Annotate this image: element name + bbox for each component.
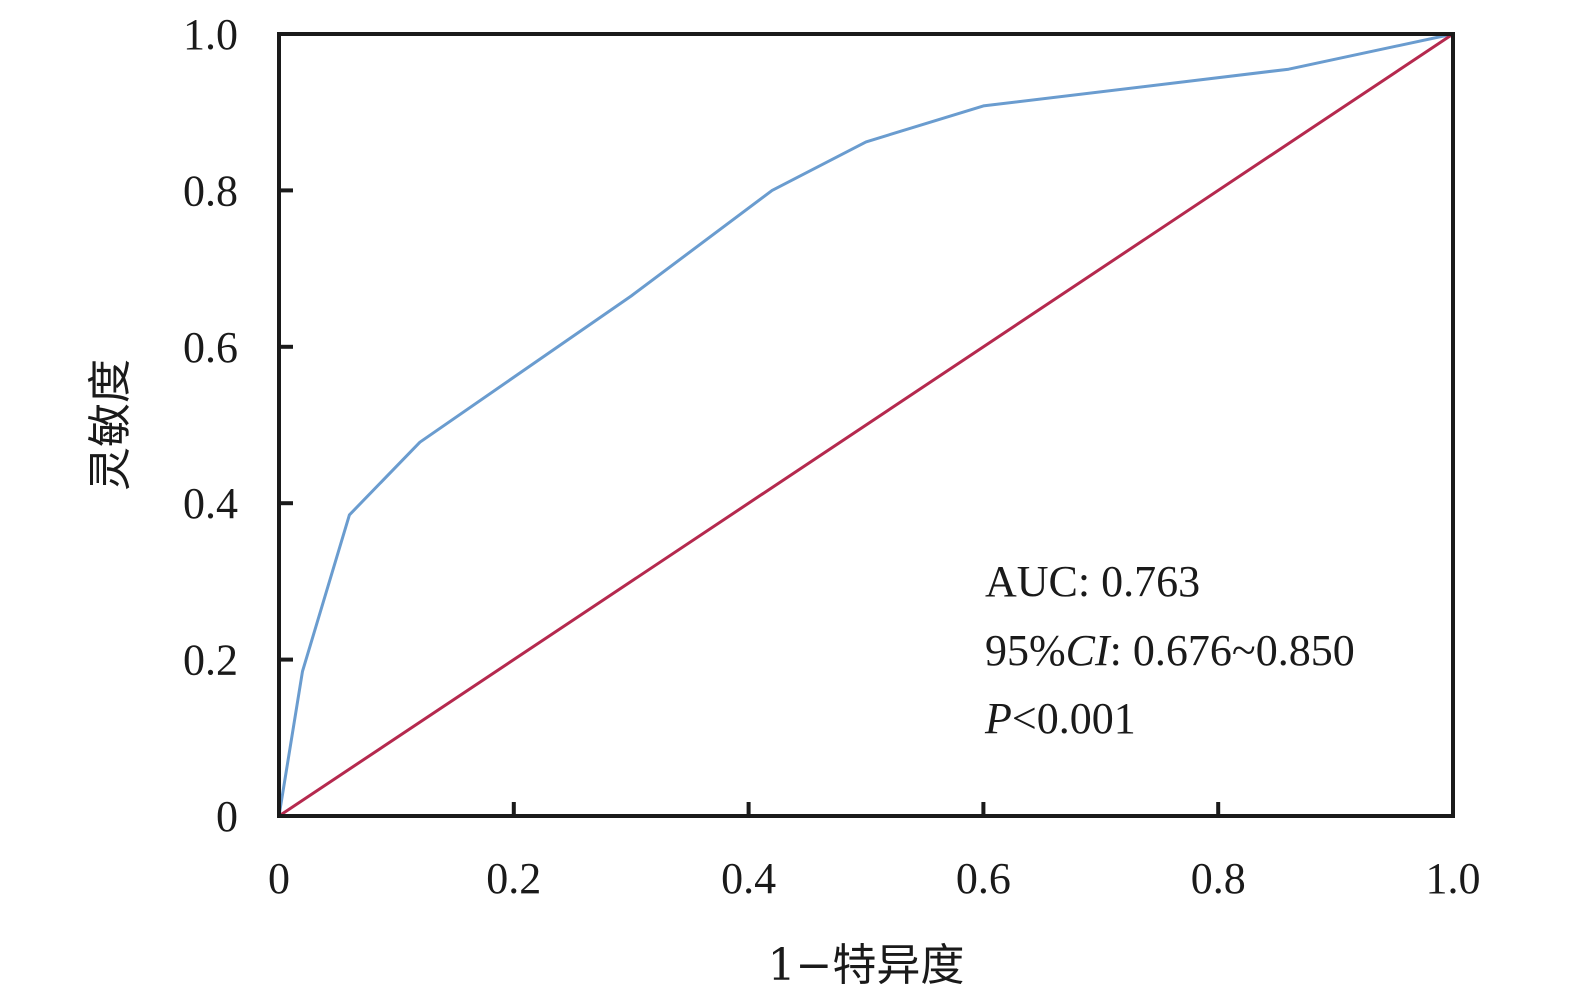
reference-diagonal-line xyxy=(277,32,1455,818)
ci-separator: : xyxy=(1110,626,1133,675)
auc-value: 0.763 xyxy=(1101,557,1200,606)
y-tick-label: 0.8 xyxy=(183,166,238,215)
ci-value: 0.676~0.850 xyxy=(1133,626,1355,675)
auc-label: AUC xyxy=(985,557,1078,606)
x-axis-title: 1−特异度 xyxy=(768,940,965,991)
x-tick-label: 1.0 xyxy=(1426,854,1481,903)
p-value: <0.001 xyxy=(1012,694,1136,743)
x-tick-label: 0.4 xyxy=(721,854,776,903)
auc-annotation: AUC: 0.763 xyxy=(985,557,1200,606)
p-annotation: P<0.001 xyxy=(984,694,1136,743)
y-axis-title: 灵敏度 xyxy=(85,359,136,491)
p-label: P xyxy=(984,694,1012,743)
plot-area xyxy=(277,32,1455,818)
ci-label: CI xyxy=(1066,626,1112,675)
x-tick-label: 0 xyxy=(268,854,290,903)
x-tick-label: 0.2 xyxy=(486,854,541,903)
ci-annotation: 95%CI: 0.676~0.850 xyxy=(985,626,1355,675)
y-tick-label: 0.2 xyxy=(183,636,238,685)
y-tick-label: 0 xyxy=(216,792,238,841)
roc-curve-line xyxy=(277,32,1455,818)
x-tick-label: 0.8 xyxy=(1191,854,1246,903)
ci-prefix: 95% xyxy=(985,626,1066,675)
auc-separator: : xyxy=(1078,557,1101,606)
y-tick-label: 0.6 xyxy=(183,323,238,372)
y-tick-label: 0.4 xyxy=(183,479,238,528)
axis-ticks: 0 0.2 0.4 0.6 0.8 1.0 0 0.2 0.4 0.6 0.8 1.0 xyxy=(183,10,1481,903)
x-tick-label: 0.6 xyxy=(956,854,1011,903)
plot-frame xyxy=(277,32,1455,818)
y-tick-label: 1.0 xyxy=(183,10,238,59)
